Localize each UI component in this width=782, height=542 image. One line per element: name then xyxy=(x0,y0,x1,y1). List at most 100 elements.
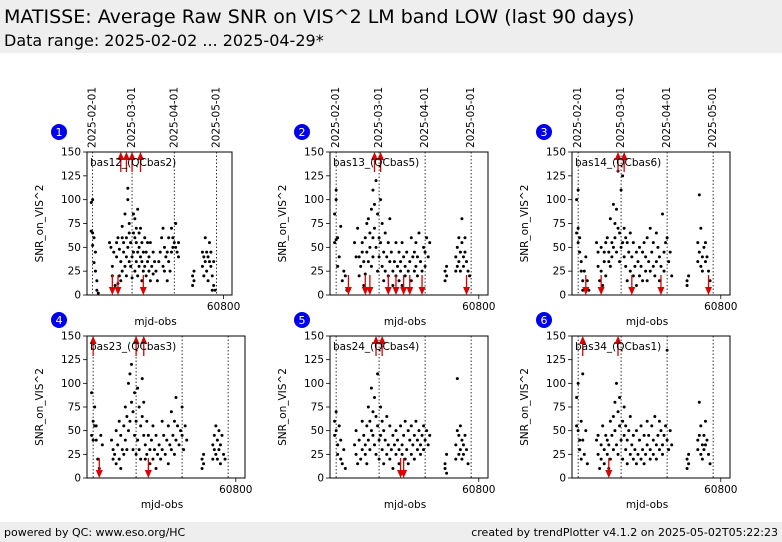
data-point xyxy=(596,264,600,268)
data-point xyxy=(708,279,712,283)
footer-powered-by: powered by QC: www.eso.org/HC xyxy=(4,526,186,539)
data-point xyxy=(202,462,206,466)
data-point xyxy=(210,288,214,292)
data-point xyxy=(119,433,123,437)
data-point xyxy=(656,433,660,437)
data-point xyxy=(158,250,162,254)
data-point xyxy=(395,264,399,268)
data-point xyxy=(180,405,184,409)
data-point xyxy=(380,222,384,225)
data-point xyxy=(614,443,618,447)
data-point xyxy=(100,443,104,447)
data-point xyxy=(604,433,608,437)
data-point xyxy=(175,250,179,254)
data-point xyxy=(685,279,689,283)
data-point xyxy=(428,241,432,245)
data-point xyxy=(618,231,622,235)
data-point xyxy=(624,424,628,428)
y-axis-label: SNR_on_VIS^2 xyxy=(34,368,46,446)
plot-frame xyxy=(329,151,489,296)
data-point xyxy=(143,457,147,461)
data-point xyxy=(148,448,152,452)
data-point xyxy=(700,269,704,273)
data-point xyxy=(596,250,600,254)
data-point xyxy=(420,433,424,437)
outlier-high-arrowhead xyxy=(89,336,97,344)
data-point xyxy=(160,236,164,240)
data-point xyxy=(92,261,96,265)
data-point xyxy=(149,438,153,442)
data-point xyxy=(380,264,384,268)
data-point xyxy=(94,424,98,428)
data-point xyxy=(400,452,404,456)
data-point xyxy=(362,260,366,264)
data-point xyxy=(180,433,184,437)
data-point xyxy=(661,212,665,216)
data-point xyxy=(608,457,612,461)
data-point xyxy=(662,433,666,437)
data-point xyxy=(376,212,380,216)
data-point xyxy=(642,241,646,245)
data-point xyxy=(644,269,648,273)
data-point xyxy=(400,241,404,245)
y-tick-label: 25 xyxy=(553,449,566,461)
data-point xyxy=(95,288,99,292)
data-point xyxy=(165,279,169,283)
data-point xyxy=(455,264,459,268)
data-point xyxy=(380,419,384,423)
data-point xyxy=(133,269,137,273)
data-point xyxy=(405,250,409,254)
data-point xyxy=(128,419,132,423)
data-point xyxy=(207,241,211,245)
y-tick-label: 75 xyxy=(553,402,566,414)
outlier-low-arrowhead xyxy=(384,287,392,295)
data-point xyxy=(454,269,458,273)
data-point xyxy=(397,462,401,466)
data-point xyxy=(343,274,347,278)
chart-panel-4: 0 25 50 75 100 125 150 60800 mjd-obs SNR_on_VIS^2… xyxy=(34,312,252,511)
date-marker-label: 2025-03-01 xyxy=(126,87,138,148)
data-point xyxy=(117,419,121,423)
data-point xyxy=(624,236,628,240)
data-point xyxy=(654,443,658,447)
y-tick-label: 100 xyxy=(546,194,566,206)
data-point xyxy=(333,212,337,216)
data-point xyxy=(385,255,389,259)
data-point xyxy=(162,269,166,273)
data-point xyxy=(454,457,458,461)
x-axis-label: mjd-obs xyxy=(384,316,426,328)
y-tick-label: 0 xyxy=(317,473,324,485)
data-point xyxy=(171,236,175,240)
data-point xyxy=(127,260,131,264)
data-point xyxy=(685,457,689,461)
data-point xyxy=(687,462,691,466)
panel-baseline-label: bas23_(QCbas3) xyxy=(90,341,176,353)
data-point xyxy=(659,429,663,433)
data-point xyxy=(651,452,655,456)
data-point xyxy=(417,429,421,433)
data-point xyxy=(581,279,585,283)
data-point xyxy=(150,264,154,268)
data-point xyxy=(602,250,606,254)
data-point xyxy=(147,255,151,259)
data-point xyxy=(579,260,583,264)
outlier-low-arrowhead xyxy=(705,287,713,295)
data-point xyxy=(115,255,119,259)
data-point xyxy=(634,429,638,433)
data-point xyxy=(575,424,579,428)
charts-area: 2025-02-01 2025-03-01 2025-04-01 2025-05-01… xyxy=(34,87,737,511)
data-point xyxy=(610,433,614,437)
data-point xyxy=(157,260,161,264)
data-point xyxy=(205,269,209,273)
y-tick-label: 125 xyxy=(304,170,324,182)
y-tick-label: 0 xyxy=(74,473,81,485)
data-point xyxy=(445,452,449,456)
data-point xyxy=(657,448,661,452)
data-point xyxy=(383,438,387,442)
data-point xyxy=(639,424,643,428)
data-point xyxy=(576,241,580,245)
data-point xyxy=(425,429,429,433)
data-point xyxy=(126,381,130,385)
data-point xyxy=(122,250,126,254)
data-point xyxy=(342,269,346,273)
